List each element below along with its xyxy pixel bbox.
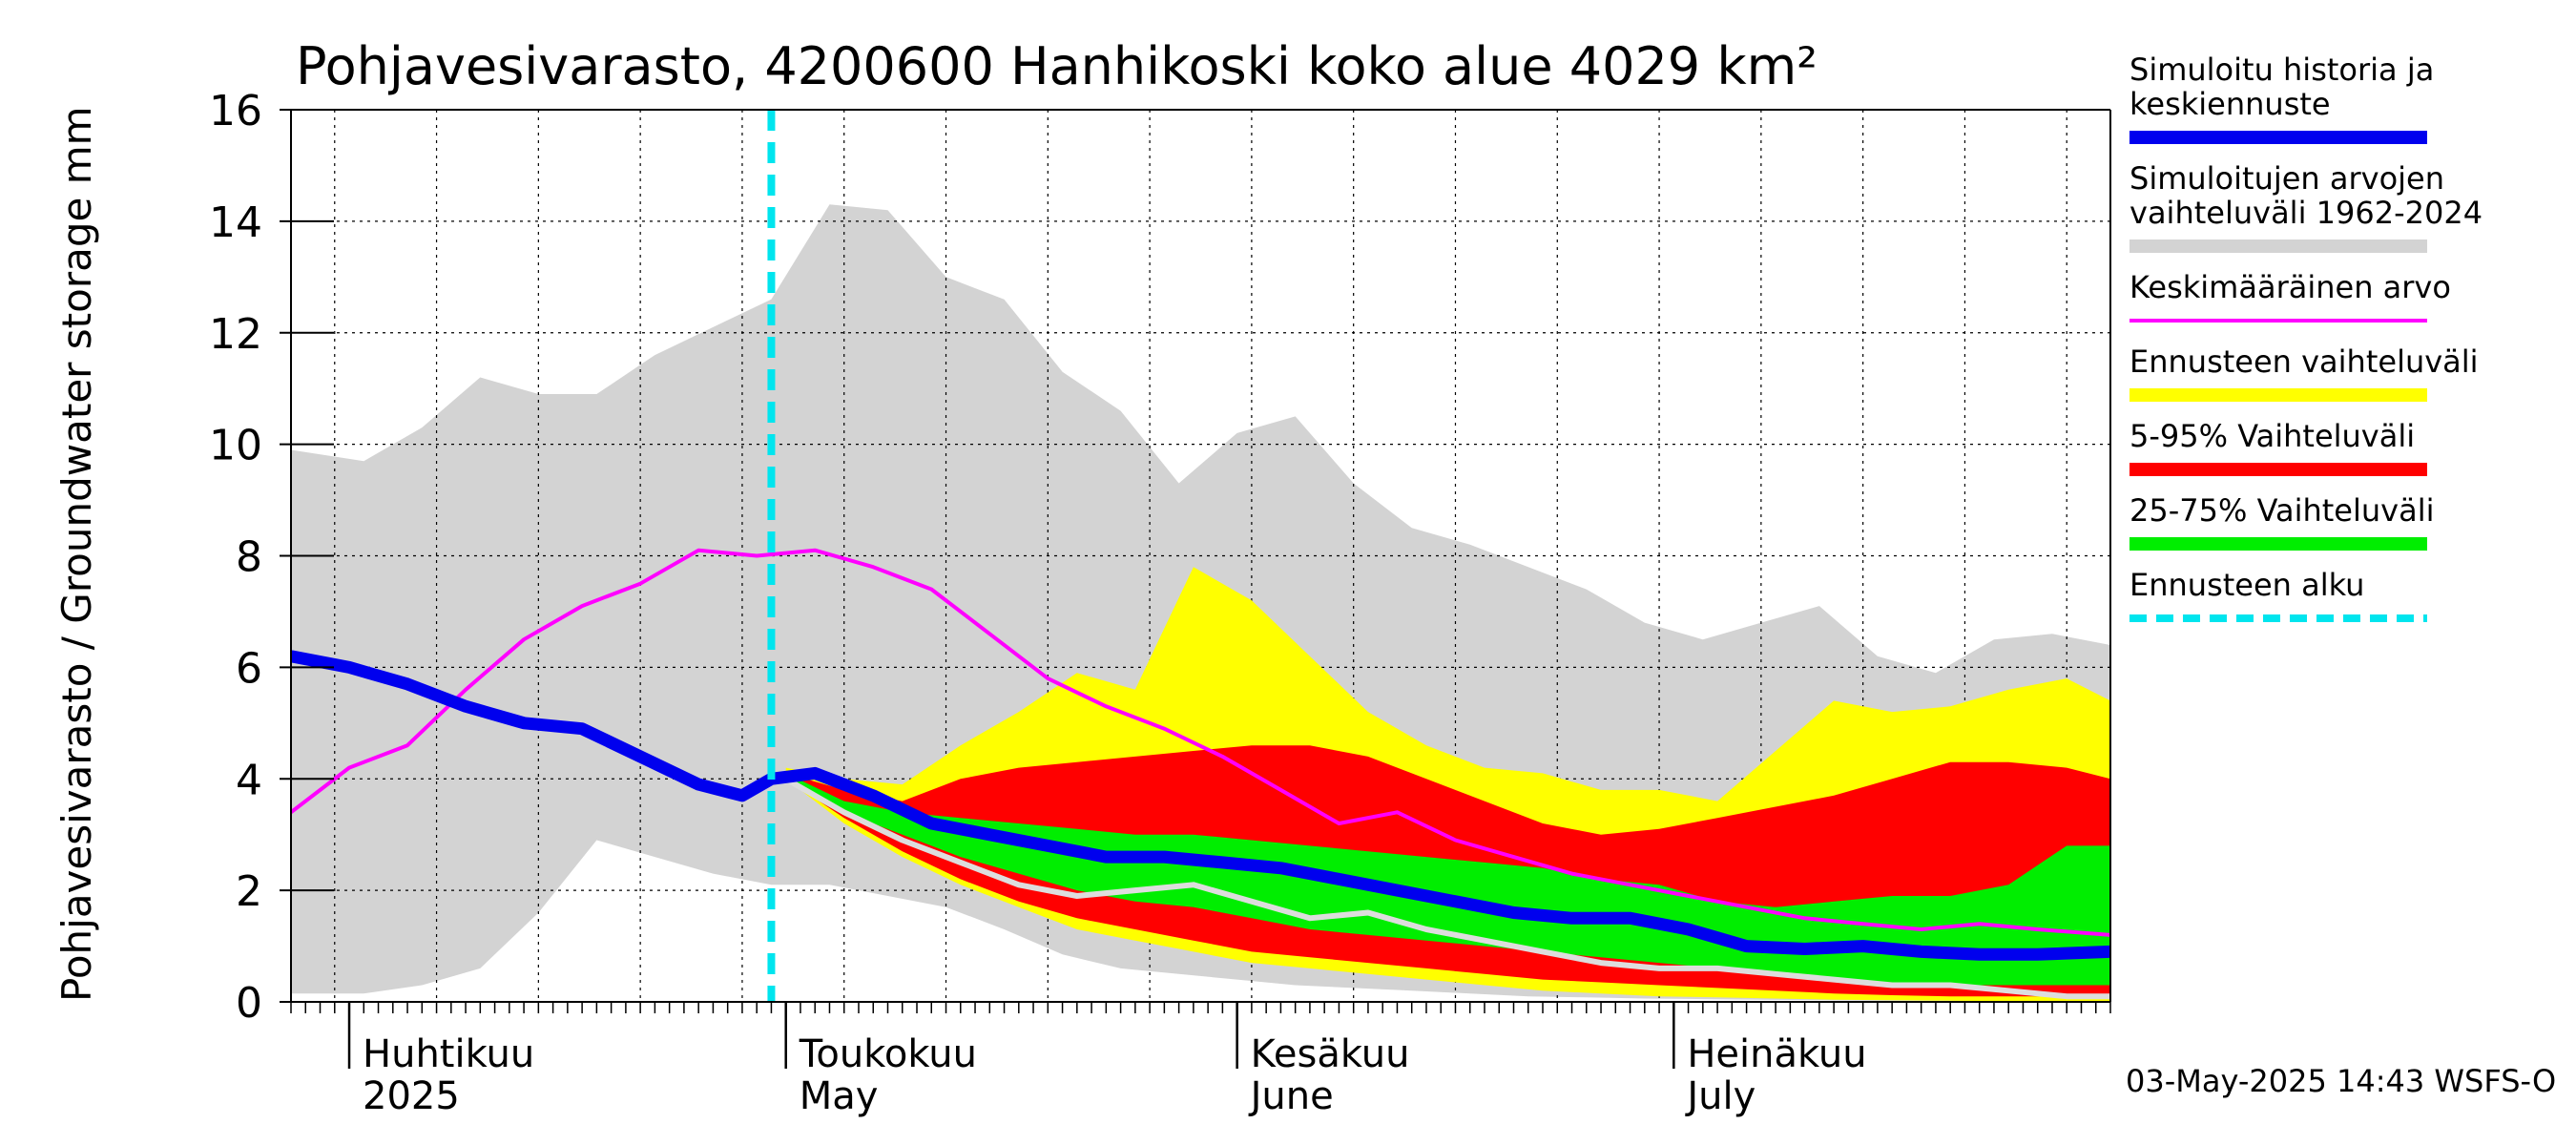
plot-area — [291, 110, 2110, 1002]
legend-label: keskiennuste — [2129, 86, 2331, 122]
legend-label: Simuloitu historia ja — [2129, 52, 2434, 88]
y-tick-label: 2 — [236, 867, 262, 916]
legend-label: 25-75% Vaihteluväli — [2129, 492, 2434, 529]
legend-label: vaihteluväli 1962-2024 — [2129, 195, 2483, 231]
y-tick-label: 10 — [209, 422, 262, 470]
legend-label: Simuloitujen arvojen — [2129, 160, 2444, 197]
series-white-line — [784, 776, 2110, 1000]
x-month-sublabel: June — [1248, 1074, 1334, 1118]
x-month-sublabel: July — [1684, 1074, 1755, 1118]
x-month-sublabel: 2025 — [363, 1074, 460, 1118]
series-simulated-line — [291, 650, 2110, 961]
chart-title: Pohjavesivarasto, 4200600 Hanhikoski kok… — [296, 36, 1818, 96]
y-tick-label: 14 — [209, 198, 262, 247]
series-25-75-band — [785, 773, 2110, 986]
y-tick-label: 12 — [209, 310, 262, 359]
y-axis-label: Pohjavesivarasto / Groundwater storage m… — [53, 106, 100, 1002]
legend-label: Keskimääräinen arvo — [2129, 269, 2451, 305]
x-month-sublabel: May — [800, 1074, 879, 1118]
y-tick-label: 4 — [236, 756, 262, 804]
x-month-label: Toukokuu — [799, 1032, 977, 1076]
y-tick-label: 8 — [236, 533, 262, 582]
footer-timestamp: 03-May-2025 14:43 WSFS-O — [2126, 1063, 2556, 1099]
x-month-label: Kesäkuu — [1251, 1032, 1410, 1076]
x-month-label: Huhtikuu — [363, 1032, 534, 1076]
series-mean-line — [291, 548, 2110, 937]
y-tick-label: 0 — [236, 979, 262, 1028]
y-tick-label: 16 — [209, 87, 262, 135]
x-month-label: Heinäkuu — [1687, 1032, 1866, 1076]
legend-label: Ennusteen alku — [2129, 567, 2364, 603]
legend-label: Ennusteen vaihteluväli — [2129, 344, 2479, 380]
y-tick-label: 6 — [236, 644, 262, 693]
legend-label: 5-95% Vaihteluväli — [2129, 418, 2415, 454]
